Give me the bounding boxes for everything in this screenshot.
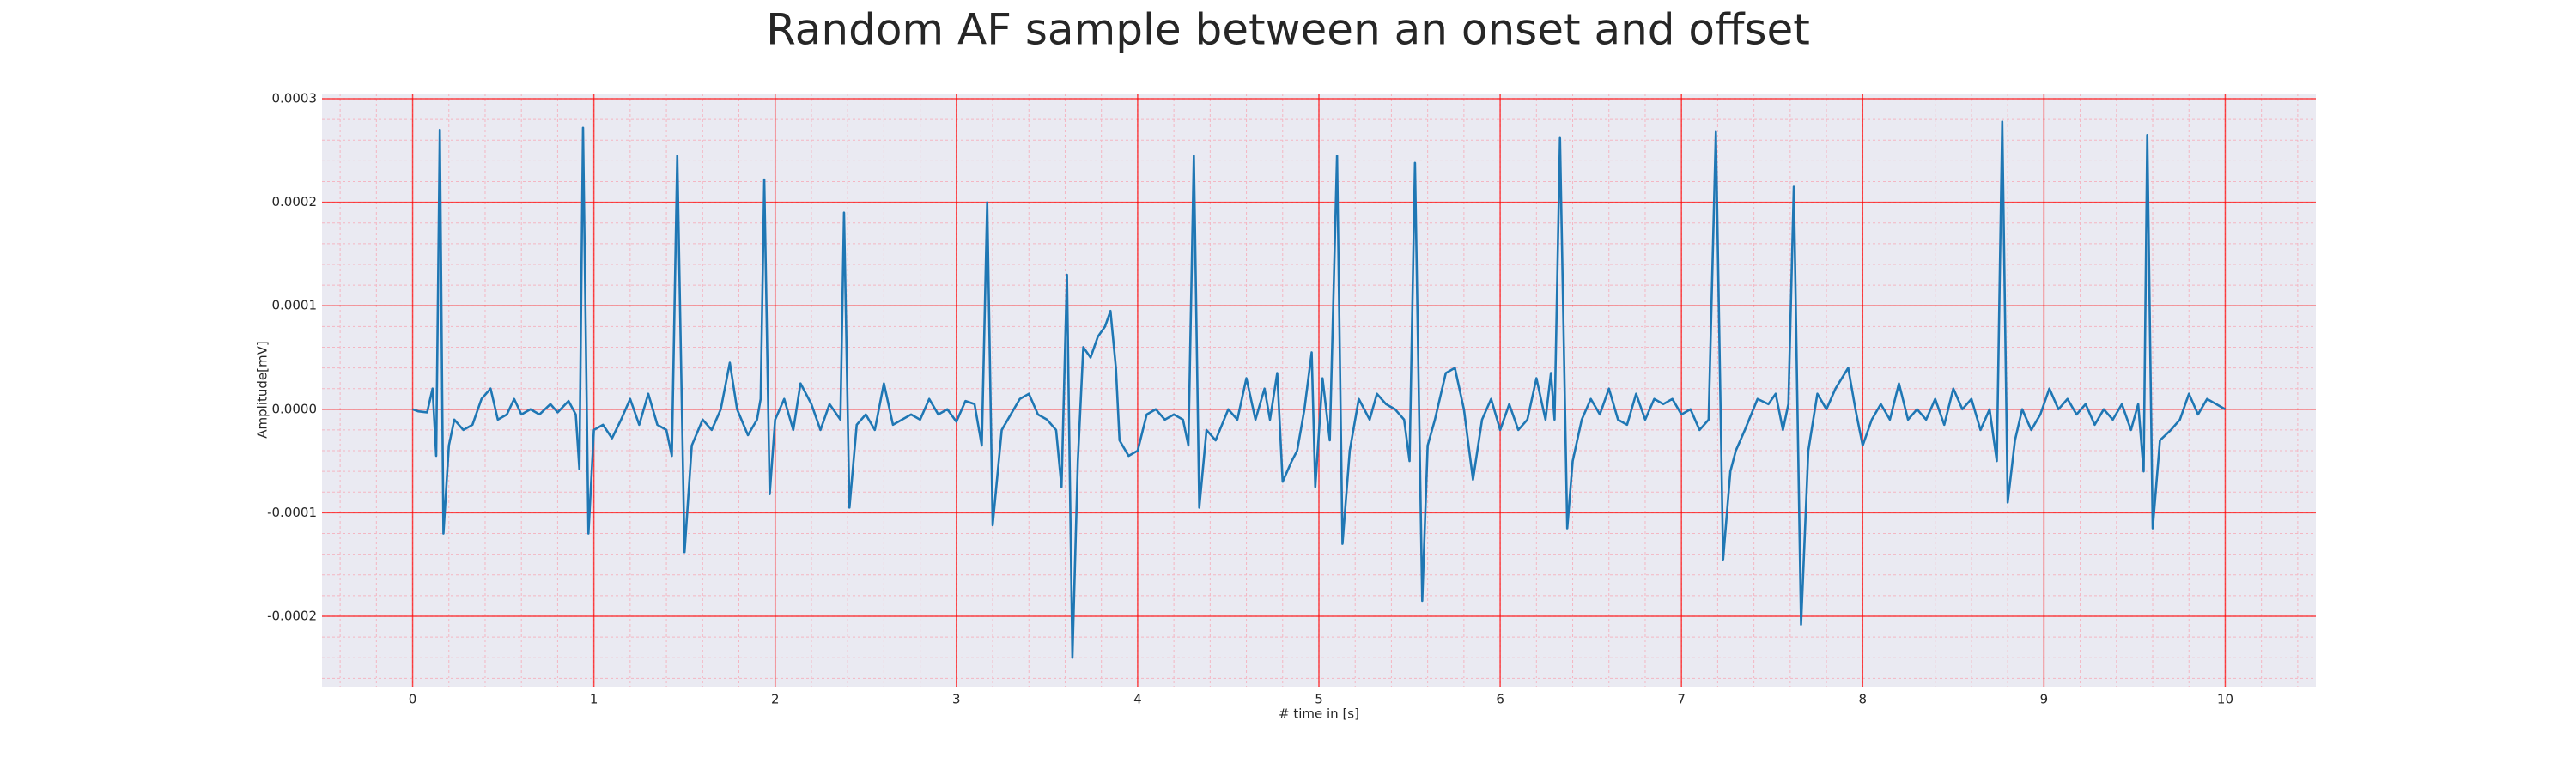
y-tick-label: 0.0000 <box>272 401 318 416</box>
chart-title: Random AF sample between an onset and of… <box>766 5 1810 55</box>
x-tick-label: 9 <box>2040 692 2049 707</box>
grid <box>322 94 2316 687</box>
y-axis-label: Amplitude[mV] <box>255 341 270 438</box>
x-tick-label: 5 <box>1315 692 1323 707</box>
x-tick-label: 2 <box>771 692 780 707</box>
x-tick-label: 7 <box>1677 692 1686 707</box>
y-tick-label: 0.0001 <box>272 298 318 313</box>
y-tick-label: 0.0002 <box>272 194 318 209</box>
labels: 0 1 2 3 4 5 6 7 8 9 10 -0.0002 -0.0001 0.0000 0.0001 0.… <box>267 91 2233 707</box>
x-tick-label: 6 <box>1496 692 1504 707</box>
x-axis-label: # time in [s] <box>1279 706 1359 722</box>
x-tick-label: 10 <box>2217 692 2233 707</box>
marks <box>412 120 2227 659</box>
x-tick-label: 8 <box>1858 692 1867 707</box>
y-tick-label: 0.0003 <box>272 91 318 106</box>
y-tick-label: -0.0001 <box>267 505 317 520</box>
signal-line <box>412 120 2227 659</box>
x-tick-label: 4 <box>1133 692 1142 707</box>
x-tick-label: 0 <box>409 692 417 707</box>
x-tick-label: 1 <box>590 692 598 707</box>
y-tick-label: -0.0002 <box>267 608 317 623</box>
x-tick-label: 3 <box>952 692 961 707</box>
